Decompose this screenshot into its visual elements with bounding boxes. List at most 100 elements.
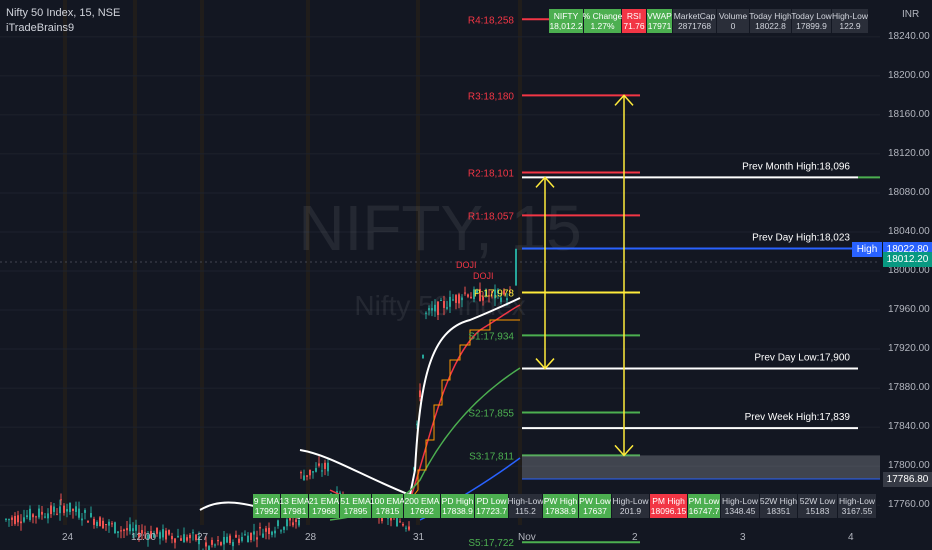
candle-body: [431, 308, 433, 311]
candle-body: [476, 290, 478, 294]
candle-body: [390, 516, 392, 521]
candle-body: [497, 289, 499, 293]
indicator-cell-value: 15183: [805, 506, 830, 516]
stats-cell-label: Today High: [749, 11, 792, 21]
candle-body: [205, 542, 207, 547]
y-tick-label: 17880.00: [888, 382, 930, 394]
y-tick-label: 17840.00: [888, 421, 930, 433]
candle-body: [303, 475, 305, 481]
x-tick-label: 27: [197, 532, 209, 543]
indicator-cell-value: 17637: [583, 506, 607, 516]
watermark: NIFTY, 15 Nifty 50 Index: [298, 192, 581, 321]
candle-body: [35, 516, 37, 518]
candle-body: [408, 526, 410, 530]
candle-body: [327, 462, 329, 472]
candle-body: [232, 542, 234, 547]
candle-body: [241, 536, 243, 541]
indicator-cell: 13 EMA 17981: [279, 494, 310, 518]
indicator-cell-value: 3167.55: [841, 506, 873, 516]
candle-body: [150, 531, 152, 538]
candle-body: [280, 530, 282, 532]
candle-body: [132, 528, 134, 532]
stats-cell: NIFTY 18,012.2: [549, 9, 584, 33]
doji-label: DOJI: [473, 271, 494, 281]
candle-body: [306, 475, 308, 477]
candle-body: [174, 538, 176, 543]
x-tick-label: 12:00: [131, 532, 157, 543]
candle-body: [318, 463, 320, 466]
indicator-cell-label: High-Low: [507, 496, 544, 506]
price-box: 18012.20: [883, 252, 932, 268]
candle-body: [494, 289, 496, 299]
indicator-cell: 52W Low 15183: [798, 494, 838, 518]
stats-cell: RSI 71.76: [622, 9, 647, 33]
x-tick-label: 28: [305, 532, 317, 543]
pivot-label: P:17,978: [474, 288, 514, 299]
arrow-head-down: [614, 444, 634, 457]
candle-body: [416, 423, 418, 426]
indicator-cell-label: 100 EMA: [370, 496, 405, 506]
candle-body: [75, 506, 77, 512]
candle-body: [135, 524, 137, 531]
y-tick-label: 18240.00: [888, 30, 930, 42]
candle-body: [455, 295, 457, 303]
candle-body: [141, 530, 143, 534]
pivot-label: R1:18,057: [468, 211, 515, 222]
watermark-symbol: NIFTY, 15: [298, 192, 581, 264]
candle-body: [114, 522, 116, 534]
candle-body: [50, 505, 52, 515]
stats-cell: Today High 18022.8: [749, 9, 792, 33]
candle-body: [117, 531, 119, 533]
indicator-cell: 51 EMA 17895: [340, 494, 372, 518]
indicator-cell: High-Low 115.2: [507, 494, 544, 518]
range-arrows: [535, 94, 634, 457]
candle-body: [238, 538, 240, 543]
indicator-cell-label: 200 EMA: [404, 496, 440, 506]
key-level-label: Prev Day High:18,023: [752, 233, 850, 244]
y-tick-label: 18160.00: [888, 108, 930, 120]
indicator-cell-label: PD Low: [476, 496, 507, 506]
candle-body: [488, 295, 490, 297]
candle-body: [47, 513, 49, 519]
stats-cell: High-Low 122.9: [832, 9, 869, 33]
indicator-cell-label: PM High: [652, 496, 685, 506]
candle-body: [479, 288, 481, 302]
candle-body: [265, 528, 267, 532]
candle-body: [274, 530, 276, 534]
y-tick-label: 18040.00: [888, 225, 930, 237]
candle-body: [38, 508, 40, 518]
candle-body: [256, 537, 258, 540]
candle-body: [247, 535, 249, 543]
candle-body: [162, 529, 164, 538]
candle-body: [180, 538, 182, 541]
indicator-cell-label: PW Low: [579, 496, 611, 506]
stats-cell: % Change 1.27%: [583, 9, 622, 33]
candle-body: [99, 517, 101, 527]
pivot-label: S5:17,722: [468, 538, 514, 549]
candle-body: [96, 521, 98, 526]
candle-body: [235, 534, 237, 538]
candle-body: [250, 532, 252, 541]
candle-body: [171, 536, 173, 540]
indicator-cell-label: 13 EMA: [279, 496, 310, 506]
indicator-cell-value: 17968: [312, 506, 336, 516]
y-tick-label: 18000.00: [888, 265, 930, 276]
candle-body: [440, 299, 442, 301]
candle-body: [126, 528, 128, 531]
session-band: [200, 0, 204, 525]
indicator-cell: 200 EMA 17692: [404, 494, 441, 518]
candle-body: [244, 534, 246, 536]
candle-body: [214, 544, 216, 546]
candle-body: [506, 298, 508, 301]
candle-body: [422, 354, 424, 359]
indicator-table: 9 EMA 17992 13 EMA 17981 21 EMA 17968 51 EMA 17…: [253, 494, 877, 518]
indicator-cell: High-Low 201.9: [612, 494, 650, 518]
candle-body: [90, 513, 92, 518]
candle-body: [59, 506, 61, 514]
arrow-head-up: [535, 176, 555, 188]
stats-cell-label: Today Low: [791, 11, 832, 21]
candle-body: [189, 534, 191, 539]
candle-body: [425, 312, 427, 314]
indicator-cell: PW High 17838.9: [543, 494, 579, 518]
